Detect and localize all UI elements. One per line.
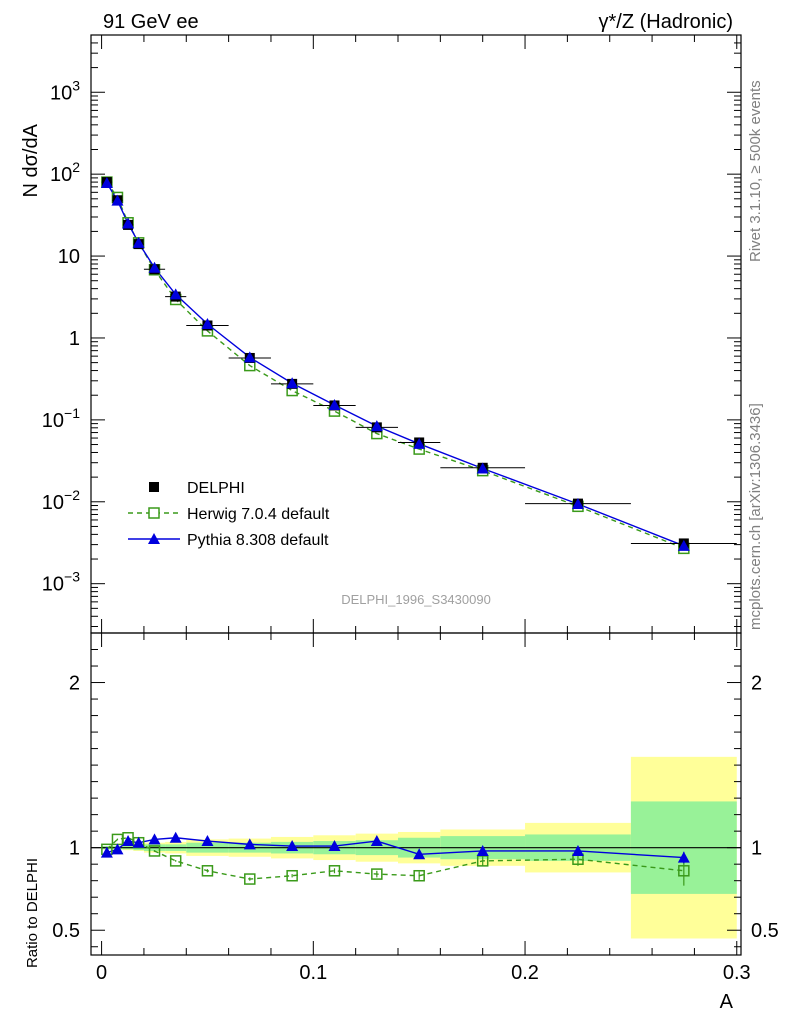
pythia-ratio-point [148,833,161,845]
herwig-ratio-point [371,868,383,880]
ratio-ylabel: Ratio to DELPHI [24,858,41,968]
legend-pythia-marker [148,533,160,544]
main-ytick-label: 103 [50,77,80,104]
x-axis-label: A [720,991,734,1013]
herwig-main-line [106,181,685,550]
pythia-main-point [328,398,341,410]
legend-delphi-marker [149,482,159,492]
main-ytick-label: 10−2 [42,487,80,514]
pythia-main-point [148,261,161,273]
pythia-ratio-point [132,836,145,848]
x-tick-label: 0.2 [511,962,539,984]
pythia-ratio-point [169,831,182,843]
pythia-ratio-point [243,838,256,850]
herwig-ratio-point [678,865,690,877]
header-right-text: γ*/Z (Hadronic) [599,11,733,33]
x-tick-label: 0.1 [299,962,327,984]
ratio-ytick-label-left: 2 [69,673,80,695]
pythia-ratio-point [111,843,124,855]
mcplots-label: mcplots.cern.ch [arXiv:1306.3436] [747,403,764,630]
herwig-ratio-point [244,873,256,885]
pythia-main-point [413,437,426,449]
main-ytick-label: 10 [58,246,80,268]
pythia-main-point [201,318,214,330]
pythia-ratio-point [476,844,489,856]
main-ylabel: N dσ/dA [20,123,42,197]
ratio-ytick-label-left: 1 [69,838,80,860]
legend-entry-label: Pythia 8.308 default [187,532,329,549]
herwig-ratio-point [413,869,425,882]
legend-entry-label: DELPHI [187,480,245,497]
main-ytick-label: 10−1 [42,405,80,432]
pythia-main-point [571,497,584,509]
analysis-watermark: DELPHI_1996_S3430090 [341,592,491,607]
legend-entry-label: Herwig 7.0.4 default [187,506,330,523]
header-left-label: 91 GeV ee [103,11,199,33]
pythia-ratio-point [370,835,383,847]
main-ytick-label: 102 [50,159,80,186]
x-tick-label: 0.3 [723,962,751,984]
pythia-main-point [286,377,299,389]
rivet-label: Rivet 3.1.10, ≥ 500k events [747,80,764,262]
ratio-ytick-label-right: 2 [751,673,762,695]
herwig-ratio-point [201,865,214,877]
pythia-ratio-point [122,835,135,847]
pythia-main-point [476,462,489,474]
pythia-main-point [100,176,113,188]
x-tick-label: 0 [96,962,107,984]
pythia-ratio-point [677,851,690,863]
pythia-main-point [243,351,256,363]
pythia-main-point [677,539,690,551]
main-ytick-label: 10−3 [42,569,80,596]
pythia-ratio-point [571,844,584,856]
ratio-ytick-label-right: 1 [751,838,762,860]
pythia-ratio-point [201,835,214,847]
pythia-ratio-point [100,846,113,858]
herwig-ratio-point [286,869,298,882]
legend-herwig-marker [148,507,160,519]
ratio-ytick-label-right: 0.5 [751,920,779,942]
header-right-label: γ*/Z (Hadronic) [599,11,733,33]
pythia-main-point [111,194,124,206]
herwig-ratio-point [169,855,182,867]
pythia-main-point [370,420,383,432]
ratio-ytick-label-left: 0.5 [52,920,80,942]
pythia-ratio-point [286,840,299,852]
ratio-frame [90,632,742,956]
pythia-ratio-point [328,840,341,852]
herwig-ratio-point [328,865,341,877]
main-ytick-label: 1 [69,328,80,350]
pythia-main-point [169,288,182,300]
herwig-ratio-point [148,845,161,857]
pythia-main-point [132,236,145,248]
pythia-ratio-point [413,848,426,860]
pythia-main-point [122,217,135,229]
